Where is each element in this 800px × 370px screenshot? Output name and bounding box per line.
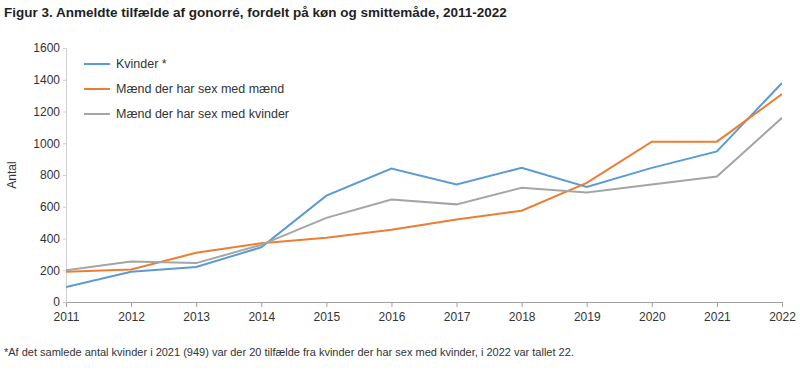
x-tick-label: 2017 (444, 310, 471, 324)
x-tick: 2014 (248, 302, 275, 324)
y-tick: 0 (53, 295, 66, 309)
x-tick: 2016 (379, 302, 406, 324)
plot: 2011 2012 2013 2014 2015 2016 2017 2018 2019 2020… (33, 41, 796, 323)
x-tick-mark (391, 302, 392, 307)
y-axis-line (63, 49, 67, 303)
x-tick-label: 2021 (704, 310, 731, 324)
legend-swatch (84, 88, 110, 90)
y-tick-label: 600 (40, 200, 60, 214)
x-axis-line (67, 303, 783, 308)
x-tick: 2017 (444, 302, 471, 324)
y-tick: 1600 (33, 41, 66, 55)
series-line (66, 94, 782, 272)
x-tick-mark (782, 302, 783, 307)
x-tick-mark (261, 302, 262, 307)
x-tick-label: 2015 (314, 310, 341, 324)
x-tick-label: 2018 (509, 310, 536, 324)
x-tick-mark (326, 302, 327, 307)
series-line (66, 83, 782, 287)
y-tick-mark (63, 112, 66, 113)
y-tick-label: 1600 (33, 41, 60, 55)
x-tick-label: 2012 (118, 310, 145, 324)
x-tick-label: 2016 (379, 310, 406, 324)
legend-item: Mænd der har sex med kvinder (84, 107, 289, 121)
x-tick-label: 2022 (769, 310, 796, 324)
y-tick: 200 (40, 264, 66, 278)
y-tick-mark (63, 239, 66, 240)
legend-label: Mænd der har sex med mænd (116, 82, 284, 96)
legend-label: Mænd der har sex med kvinder (116, 107, 289, 121)
y-tick-label: 0 (53, 295, 60, 309)
lines (66, 83, 782, 287)
x-tick: 2021 (704, 302, 731, 324)
x-tick-mark (522, 302, 523, 307)
footnote: *Af det samlede antal kvinder i 2021 (94… (4, 346, 574, 358)
legend-item: Kvinder * (84, 57, 167, 71)
x-tick-mark (587, 302, 588, 307)
y-tick-mark (63, 80, 66, 81)
y-tick-mark (63, 270, 66, 271)
y-tick-label: 1000 (33, 137, 60, 151)
legend-swatch (84, 113, 110, 115)
y-tick: 600 (40, 200, 66, 214)
x-tick-label: 2014 (248, 310, 275, 324)
x-tick: 2013 (183, 302, 210, 324)
x-tick-mark (196, 302, 197, 307)
y-tick-label: 800 (40, 168, 60, 182)
y-tick-mark (63, 302, 66, 303)
y-tick-label: 1400 (33, 73, 60, 87)
x-tick: 2015 (314, 302, 341, 324)
y-axis-title: Antal (5, 161, 19, 188)
legend-swatch (84, 63, 110, 65)
x-tick: 2012 (118, 302, 145, 324)
y-tick-label: 1200 (33, 105, 60, 119)
x-tick: 2019 (574, 302, 601, 324)
y-axis: 0 200 400 600 800 1000 1200 1400 1600 (33, 41, 66, 309)
y-tick: 1000 (33, 137, 66, 151)
title: Figur 3. Anmeldte tilfælde af gonorré, f… (4, 5, 507, 20)
x-tick-label: 2020 (639, 310, 666, 324)
y-tick-mark (63, 143, 66, 144)
y-tick-label: 400 (40, 232, 60, 246)
x-tick-mark (457, 302, 458, 307)
x-tick-mark (717, 302, 718, 307)
y-tick: 400 (40, 232, 66, 246)
y-tick-mark (63, 175, 66, 176)
legend-label: Kvinder * (116, 57, 167, 71)
y-tick-mark (63, 48, 66, 49)
y-tick: 1200 (33, 105, 66, 119)
x-tick: 2022 (769, 302, 796, 324)
legend-item: Mænd der har sex med mænd (84, 82, 284, 96)
y-tick: 1400 (33, 73, 66, 87)
x-axis: 2011 2012 2013 2014 2015 2016 2017 2018 2019 2020… (54, 302, 797, 324)
x-tick-mark (652, 302, 653, 307)
x-tick-label: 2019 (574, 310, 601, 324)
x-tick-label: 2013 (183, 310, 210, 324)
x-tick-mark (131, 302, 132, 307)
x-tick: 2018 (509, 302, 536, 324)
legend: Kvinder * Mænd der har sex med mænd Mænd d… (84, 57, 289, 121)
y-tick-label: 200 (40, 264, 60, 278)
y-tick-mark (63, 207, 66, 208)
series-line (66, 118, 782, 270)
y-tick: 800 (40, 168, 66, 182)
x-tick-label: 2011 (54, 310, 80, 324)
x-tick: 2020 (639, 302, 666, 324)
chart: Figur 3. Anmeldte tilfælde af gonorré, f… (0, 0, 800, 370)
